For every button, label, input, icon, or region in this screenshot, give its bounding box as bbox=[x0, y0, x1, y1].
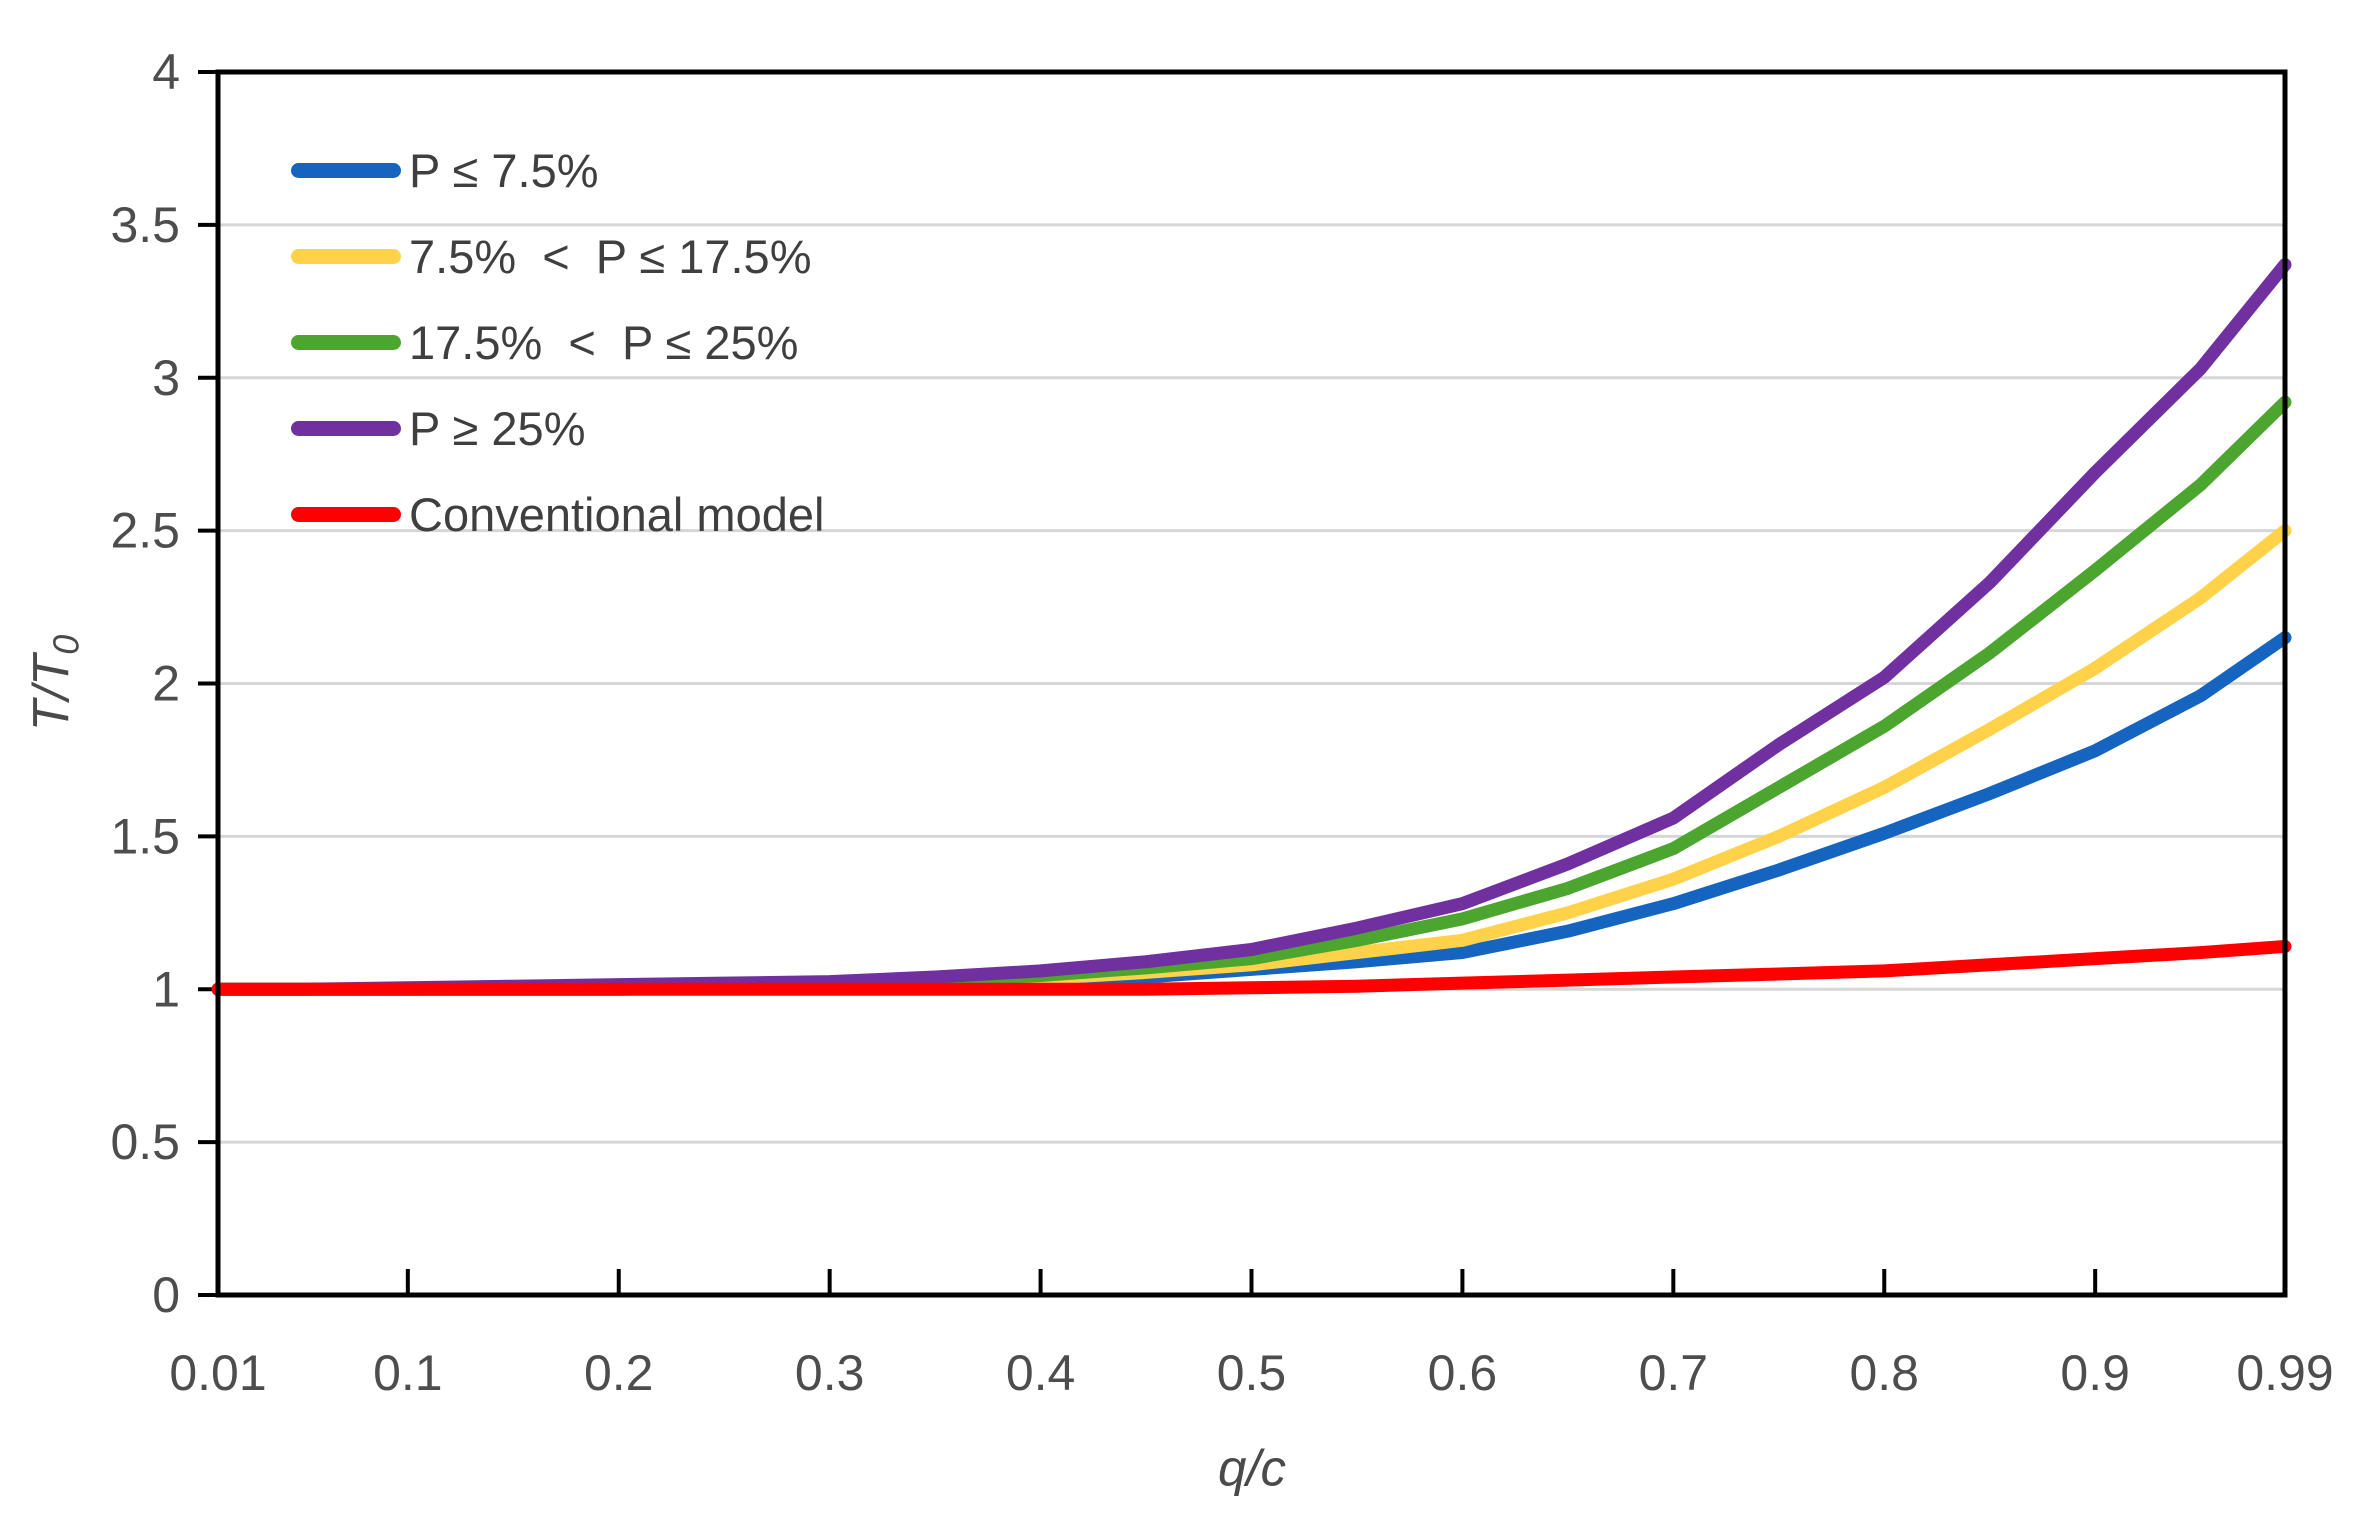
legend: P ≤ 7.5% 7.5% < P ≤ 17.5% 17.5% < P ≤ 25… bbox=[291, 127, 824, 557]
legend-swatch-blue bbox=[291, 162, 401, 178]
x-tick-label: 0.7 bbox=[1639, 1345, 1709, 1401]
y-axis-title-subscript: 0 bbox=[45, 634, 87, 655]
legend-label: P ≤ 7.5% bbox=[409, 143, 599, 197]
legend-item: P ≤ 7.5% bbox=[291, 127, 824, 213]
y-tick-label: 1.5 bbox=[110, 808, 180, 864]
x-tick-label: 0.8 bbox=[1849, 1345, 1919, 1401]
legend-swatch-yellow bbox=[291, 248, 401, 264]
y-axis-title-main: T/T bbox=[22, 654, 80, 732]
x-tick-label: 0.2 bbox=[584, 1345, 654, 1401]
series-line bbox=[211, 631, 2292, 996]
x-axis-title: q/c bbox=[1217, 1439, 1287, 1497]
x-tick-label: 0.1 bbox=[373, 1345, 443, 1401]
y-tick-label: 0 bbox=[152, 1267, 180, 1323]
y-axis-title: T/T0 bbox=[22, 634, 87, 732]
y-tick-label: 1 bbox=[152, 961, 180, 1017]
x-tick-label: 0.99 bbox=[2236, 1345, 2333, 1401]
legend-label: 17.5% < P ≤ 25% bbox=[409, 315, 799, 369]
y-tick-label: 3 bbox=[152, 350, 180, 406]
y-tick-label: 2 bbox=[152, 656, 180, 712]
legend-item: 17.5% < P ≤ 25% bbox=[291, 299, 824, 385]
y-tick-label: 3.5 bbox=[110, 197, 180, 253]
legend-label: P ≥ 25% bbox=[409, 401, 586, 455]
legend-item: 7.5% < P ≤ 17.5% bbox=[291, 213, 824, 299]
legend-label: 7.5% < P ≤ 17.5% bbox=[409, 229, 812, 283]
x-tick-label: 0.9 bbox=[2060, 1345, 2130, 1401]
y-tick-label: 2.5 bbox=[110, 503, 180, 559]
series-line bbox=[211, 939, 2292, 996]
legend-label: Conventional model bbox=[409, 487, 825, 541]
x-tick-label: 0.01 bbox=[169, 1345, 266, 1401]
legend-swatch-green bbox=[291, 334, 401, 350]
x-tick-label: 0.6 bbox=[1428, 1345, 1498, 1401]
x-tick-label: 0.5 bbox=[1217, 1345, 1287, 1401]
y-tick-label: 4 bbox=[152, 44, 180, 100]
legend-swatch-red bbox=[291, 506, 401, 522]
legend-item: P ≥ 25% bbox=[291, 385, 824, 471]
x-tick-label: 0.4 bbox=[1006, 1345, 1076, 1401]
x-tick-label: 0.3 bbox=[795, 1345, 865, 1401]
legend-item: Conventional model bbox=[291, 471, 824, 557]
plot-border bbox=[215, 69, 2288, 1298]
y-tick-label: 0.5 bbox=[110, 1114, 180, 1170]
legend-swatch-purple bbox=[291, 420, 401, 436]
